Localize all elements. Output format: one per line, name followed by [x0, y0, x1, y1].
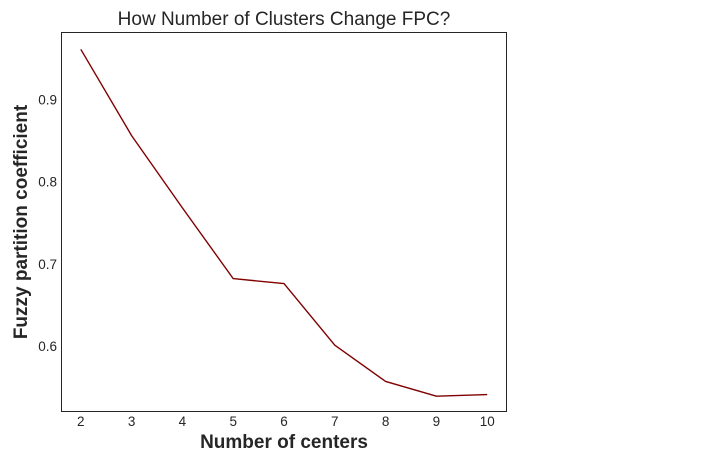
- x-axis-label: Number of centers: [200, 432, 368, 453]
- x-tick-label: 7: [331, 414, 339, 429]
- y-tick-label: 0.9: [38, 92, 57, 107]
- y-axis-label: Fuzzy partition coefficient: [11, 104, 32, 339]
- series-line: [80, 48, 488, 397]
- x-tick-label: 2: [77, 414, 85, 429]
- x-tick-label: 8: [382, 414, 390, 429]
- y-axis: 0.6 0.7 0.8 0.9: [38, 92, 57, 354]
- y-tick-label: 0.7: [38, 257, 57, 272]
- y-tick-label: 0.8: [38, 175, 57, 190]
- x-tick-label: 5: [229, 414, 237, 429]
- y-tick-label: 0.6: [38, 339, 57, 354]
- x-tick-label: 9: [433, 414, 441, 429]
- x-tick-label: 6: [280, 414, 288, 429]
- x-tick-label: 3: [128, 414, 136, 429]
- x-axis: 2 3 4 5 6 7 8 9 10: [77, 414, 495, 429]
- x-tick-label: 4: [179, 414, 187, 429]
- chart-title: How Number of Clusters Change FPC?: [118, 9, 451, 30]
- x-tick-label: 10: [480, 414, 495, 429]
- plot-frame: [61, 32, 507, 412]
